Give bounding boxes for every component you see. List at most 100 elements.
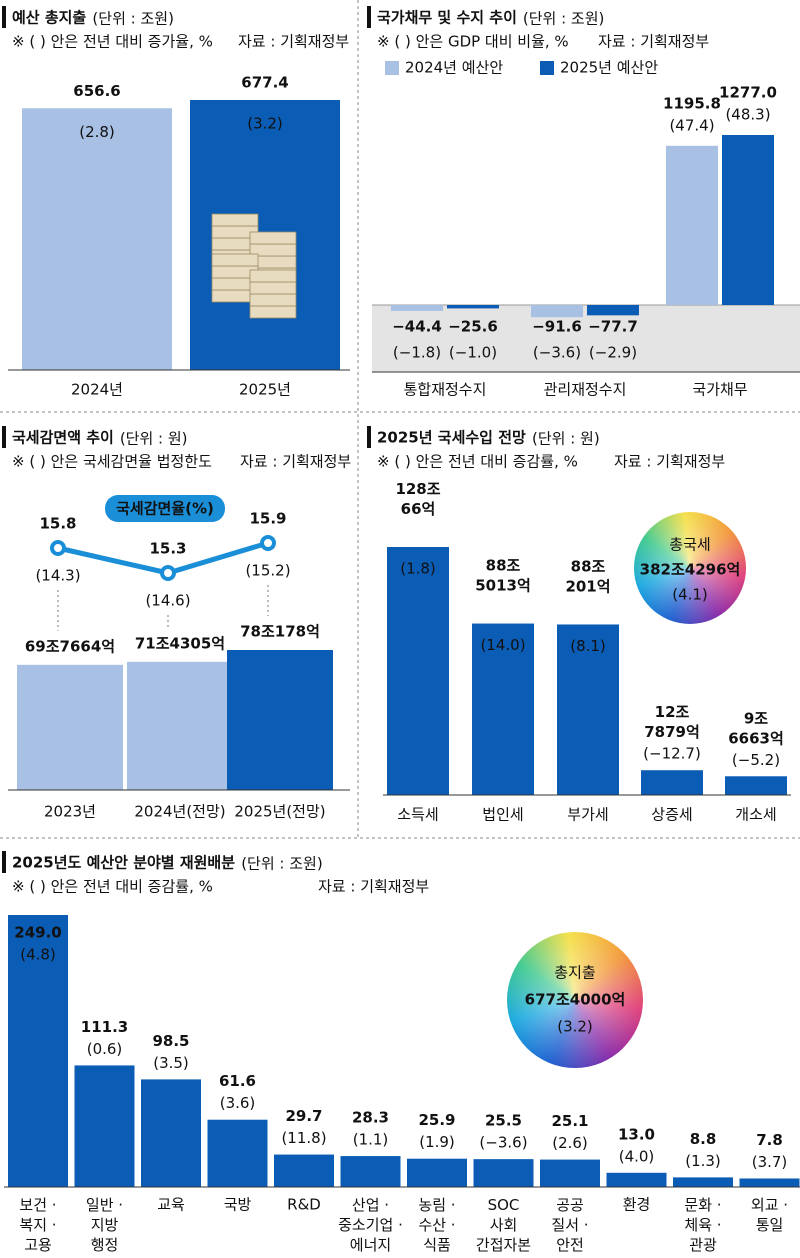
rate-label: (1.9) [419,1133,455,1151]
note: ※ ( ) 안은 전년 대비 증감률, % [377,453,578,471]
unit-label: (단위 : 조원) [523,10,605,28]
rate-label: (48.3) [725,106,770,124]
note: ※ ( ) 안은 GDP 대비 비율, % [377,33,569,51]
value-label: 9조 6663억 [728,709,784,747]
bar [739,1178,800,1187]
bar [127,661,233,790]
chart-title: 예산 총지출 [12,9,86,27]
bar [17,664,123,790]
money-stack [249,269,297,283]
rate-label: (4.0) [619,1147,655,1165]
limit-label: (15.2) [245,562,290,580]
value-label: −91.6 [532,318,582,336]
x-tick-label: 일반 · 지방 행정 [86,1196,123,1254]
x-tick-label: 산업 · 중소기업 · 에너지 [338,1196,403,1254]
x-tick-label: 2024년(전망) [134,803,225,821]
total-value: 382조4296억 [640,561,741,579]
negative-band [372,305,800,372]
x-tick-label: 농림 · 수산 · 식품 [418,1196,455,1254]
value-label: 111.3 [81,1018,128,1036]
legend-swatch [540,61,554,75]
source: 자료 : 기획재정부 [614,453,725,471]
value-label: 29.7 [285,1107,322,1125]
rate-label: (3.2) [247,115,283,133]
rate-label: (1.3) [685,1152,721,1170]
money-stack [211,253,259,267]
unit-label: (단위 : 조원) [241,855,322,873]
total-rate: (4.1) [672,586,708,604]
rate-label: (−1.8) [393,344,441,362]
rate-label: (−1.0) [449,344,497,362]
x-tick-label: SOC 사회 간접자본 [476,1196,531,1254]
money-stack [211,213,259,227]
bar [391,305,443,311]
rate-label: (4.8) [20,946,56,964]
bar [22,108,172,370]
value-label: 7.8 [756,1131,783,1149]
rate-label: (−3.6) [533,344,581,362]
x-tick-label: 환경 [623,1196,651,1214]
x-tick-label: 문화 · 체육 · 관광 [684,1196,721,1254]
x-tick-label: 개소세 [735,806,776,824]
legend-label: 2025년 예산안 [560,59,658,77]
value-label: −44.4 [392,318,442,336]
rate-label: (11.8) [281,1129,326,1147]
source: 자료 : 기획재정부 [598,33,709,51]
value-label: 8.8 [690,1130,717,1148]
bar [587,305,639,316]
value-label: 13.0 [618,1125,655,1143]
rate-label: (0.6) [87,1040,123,1058]
total-name: 총지출 [554,964,595,982]
bar [722,135,774,305]
bar [606,1172,667,1187]
bar [673,1177,733,1187]
line-point [50,540,66,556]
value-label: 1195.8 [663,94,721,112]
x-tick-label: 2023년 [44,803,96,821]
total-name: 총국세 [669,536,710,554]
total-value: 677조4000억 [525,991,626,1009]
value-label: 677.4 [241,74,288,92]
legend-label: 국세감면율(%) [116,500,214,518]
value-label: 69조7664억 [25,637,115,655]
total-orb [634,512,746,624]
rate-label: (−2.9) [589,344,637,362]
value-label: 98.5 [152,1032,189,1050]
note: ※ ( ) 안은 전년 대비 증감률, % [12,878,213,896]
x-tick-label: 외교 · 통일 [751,1196,788,1234]
value-label: 71조4305억 [135,634,225,652]
x-tick-label: 국방 [224,1196,252,1214]
note: ※ ( ) 안은 국세감면율 법정한도 [12,453,212,471]
line-point [260,535,276,551]
rate-label: (47.4) [669,116,714,134]
bar [540,1159,600,1187]
bar [447,305,499,309]
bar [207,1119,268,1187]
source: 자료 : 기획재정부 [318,878,429,896]
title-marker [2,6,6,28]
money-stack [249,293,297,307]
rate-label: (−5.2) [732,751,780,769]
value-label: 15.9 [249,510,286,528]
source: 자료 : 기획재정부 [238,33,349,51]
rate-label: (2.6) [552,1134,588,1152]
total-rate: (3.2) [557,1018,593,1036]
value-label: 78조178억 [240,623,320,641]
bar [666,145,718,305]
chart-title: 국가채무 및 수지 추이 [377,9,517,27]
rate-label: (−3.6) [479,1134,527,1152]
total-orb [507,932,643,1068]
title-marker [2,426,6,448]
rate-label: (3.5) [153,1054,189,1072]
money-stack [249,231,297,245]
value-label: 25.5 [485,1112,522,1130]
rate-label: (2.8) [79,123,115,141]
value-label: 15.3 [149,540,186,558]
x-tick-label: 부가세 [567,806,608,824]
title-marker [2,851,6,873]
rate-label: (8.1) [570,637,606,655]
limit-label: (14.3) [35,567,80,585]
x-tick-label: 2024년 [71,381,123,399]
